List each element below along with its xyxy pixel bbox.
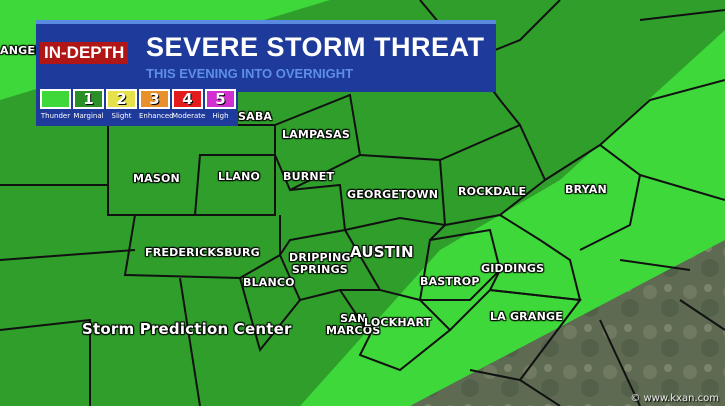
place-georgetown: GEORGETOWN xyxy=(347,188,439,201)
in-depth-badge: IN-DEPTH xyxy=(40,42,129,64)
place-bryan: BRYAN xyxy=(565,183,607,196)
place-dripping-springs: DRIPPING SPRINGS xyxy=(289,251,351,276)
legend-label: High xyxy=(212,112,229,120)
legend-swatch: 3 xyxy=(139,89,170,109)
legend-swatch: 5 xyxy=(205,89,236,109)
satellite-imagery xyxy=(410,240,725,406)
legend-label: Enhanced xyxy=(139,112,174,120)
place-lampasas: LAMPASAS xyxy=(282,128,350,141)
subtitle: THIS EVENING INTO OVERNIGHT xyxy=(146,66,354,81)
place-san-marcos: SAN MARCOS xyxy=(326,312,381,337)
credit-label: Storm Prediction Center xyxy=(82,320,292,338)
place-mason: MASON xyxy=(133,172,180,185)
place-blanco: BLANCO xyxy=(243,276,295,289)
risk-legend: Thunder 1 Marginal 2 Slight 3 Enhanced 4 Moderat… xyxy=(36,86,238,126)
place-san-saba: SABA xyxy=(238,110,273,123)
place-fredericksburg: FREDERICKSBURG xyxy=(145,246,260,259)
legend-item-high: 5 High xyxy=(205,89,236,120)
legend-swatch: 4 xyxy=(172,89,203,109)
legend-label: Slight xyxy=(111,112,132,120)
place-rockdale: ROCKDALE xyxy=(458,185,527,198)
legend-item-thunder: Thunder xyxy=(40,89,71,120)
legend-label: Marginal xyxy=(73,112,104,120)
legend-item-moderate: 4 Moderate xyxy=(172,89,206,120)
legend-item-enhanced: 3 Enhanced xyxy=(139,89,174,120)
place-bastrop: BASTROP xyxy=(420,275,480,288)
legend-item-slight: 2 Slight xyxy=(106,89,137,120)
legend-swatch: 2 xyxy=(106,89,137,109)
place-austin: AUSTIN xyxy=(350,243,414,261)
legend-swatch: 1 xyxy=(73,89,104,109)
place-burnet: BURNET xyxy=(283,170,335,183)
legend-label: Moderate xyxy=(172,112,206,120)
header-banner: IN-DEPTH SEVERE STORM THREAT THIS EVENIN… xyxy=(36,20,496,92)
legend-item-marginal: 1 Marginal xyxy=(73,89,104,120)
page-title: SEVERE STORM THREAT xyxy=(146,32,485,62)
legend-swatch xyxy=(40,89,71,109)
place-llano: LLANO xyxy=(218,170,261,183)
place-giddings: GIDDINGS xyxy=(481,262,545,275)
place-lockhart: LOCKHART xyxy=(364,316,432,329)
watermark: © www.kxan.com xyxy=(630,393,719,404)
legend-label: Thunder xyxy=(40,112,71,120)
place-la-grange: LA GRANGE xyxy=(490,310,563,323)
thunder-zone-southeast xyxy=(300,30,725,406)
